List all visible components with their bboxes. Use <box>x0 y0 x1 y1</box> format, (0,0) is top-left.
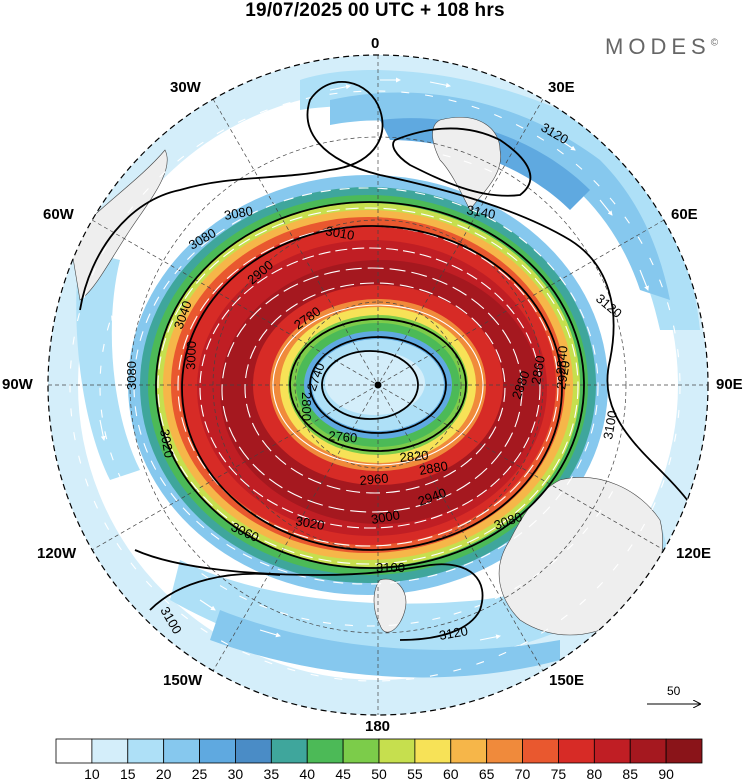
colorbar-swatch <box>235 738 272 764</box>
contour-label-3000-a: 3000 <box>183 341 199 370</box>
contour-label-3020-a: 3020 <box>157 428 177 459</box>
contour-label-3020-b: 3020 <box>294 513 325 533</box>
lon-label-120e: 120E <box>676 545 712 562</box>
colorbar-swatch <box>486 738 523 764</box>
contour-label-2860: 2860 <box>528 354 548 385</box>
colorbar-swatch <box>593 738 631 764</box>
contour-label-3000-b: 3000 <box>370 507 401 527</box>
map-boundary <box>47 54 709 716</box>
contour-label-2820: 2820 <box>399 448 429 465</box>
contour-label-3010: 3010 <box>324 223 355 243</box>
contour-label-2840: 2840 <box>553 345 570 375</box>
lon-label-60w: 60W <box>43 206 74 223</box>
colorbar-tick-label: 35 <box>263 766 280 782</box>
contour-label-3120-c: 3120 <box>438 623 469 643</box>
colorbar-tick-label: 75 <box>550 766 567 782</box>
polar-map: 3120 3140 3120 3100 3080 3080 3080 3080 … <box>47 54 709 716</box>
colorbar-swatch <box>163 738 200 764</box>
map-title: 19/07/2025 00 UTC + 108 hrs <box>245 0 505 21</box>
south-pole-marker <box>374 381 382 389</box>
colorbar-swatch <box>55 738 93 764</box>
colorbar-tick-label: 10 <box>84 766 100 782</box>
contour-label-2920: 2920 <box>553 359 573 390</box>
colorbar-swatch <box>342 738 380 764</box>
contour-label-3140: 3140 <box>465 202 496 222</box>
colorbar-tick-label: 70 <box>514 766 531 782</box>
colorbar-swatch <box>450 738 488 764</box>
vector-scale-value: 50 <box>667 684 681 698</box>
lon-label-150e: 150E <box>549 672 585 689</box>
colorbar-swatch <box>665 738 703 764</box>
contour-label-3080-a: 3080 <box>223 203 254 223</box>
colorbar-tick-label: 45 <box>335 766 351 782</box>
colorbar-swatch <box>378 738 416 764</box>
geopotential-contours <box>79 81 708 641</box>
colorbar-swatch <box>127 738 165 764</box>
colorbar-swatch <box>629 738 667 764</box>
colorbar-swatch <box>270 738 308 764</box>
contour-label-2760: 2760 <box>328 428 358 445</box>
colorbar <box>55 738 703 764</box>
contour-label-3100-a: 3100 <box>600 409 620 440</box>
contour-label-2880-b: 2880 <box>418 458 449 478</box>
lon-label-30w: 30W <box>170 79 201 96</box>
colorbar-tick-label: 80 <box>586 766 603 782</box>
brand-logo: MODES© <box>605 34 718 60</box>
contour-label-2960: 2960 <box>359 471 389 488</box>
colorbar-tick-label: 55 <box>407 766 423 782</box>
colorbar-swatch <box>522 738 559 764</box>
colorbar-tick-label: 30 <box>227 766 244 782</box>
lon-label-90e: 90E <box>716 376 743 393</box>
colorbar-tick-label: 50 <box>371 766 387 782</box>
contour-label-2800: 2800 <box>299 392 314 421</box>
colorbar-tick-label: 20 <box>155 766 172 782</box>
landmasses <box>69 117 663 636</box>
colorbar-tick-label: 60 <box>442 766 459 782</box>
lon-label-150w: 150W <box>163 672 203 689</box>
lon-label-120w: 120W <box>37 545 77 562</box>
lon-label-90w: 90W <box>2 376 33 393</box>
colorbar-swatch <box>558 738 595 764</box>
copyright-mark: © <box>710 37 719 49</box>
colorbar-tick-label: 90 <box>658 766 674 782</box>
colorbar-swatch <box>91 738 129 764</box>
lon-label-60e: 60E <box>671 206 698 223</box>
colorbar-swatch <box>414 738 452 764</box>
lon-label-30e: 30E <box>548 79 575 96</box>
colorbar-swatch <box>199 738 236 764</box>
colorbar-tick-label: 15 <box>119 766 136 782</box>
lon-label-180: 180 <box>365 718 391 735</box>
colorbar-swatch <box>306 738 344 764</box>
colorbar-tick-label: 85 <box>622 766 638 782</box>
colorbar-tick-label: 65 <box>478 766 495 782</box>
contour-label-3080-c: 3080 <box>124 361 139 390</box>
brand-name: MODES <box>605 34 711 59</box>
lon-label-0: 0 <box>371 35 380 52</box>
colorbar-tick-label: 40 <box>299 766 315 782</box>
contour-label-3100-b: 3100 <box>376 560 405 575</box>
colorbar-tick-label: 25 <box>191 766 208 782</box>
